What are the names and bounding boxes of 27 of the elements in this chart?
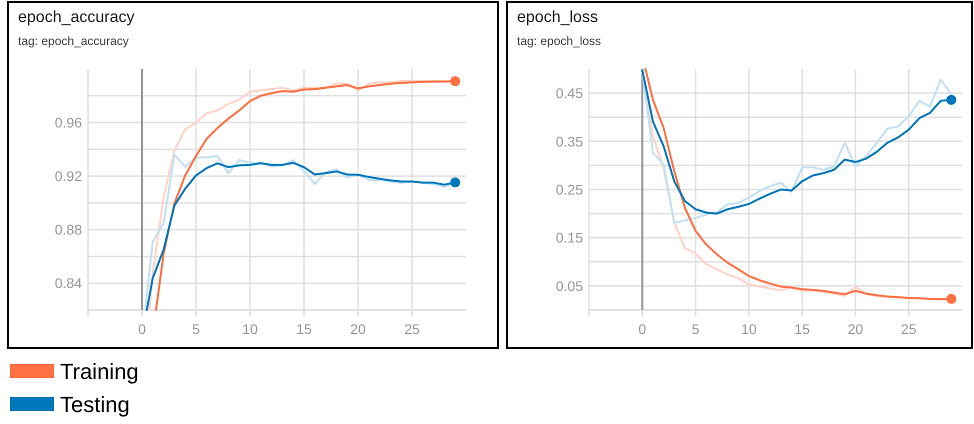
x-tick-label: 25 — [404, 321, 420, 337]
y-tick-label: 0.45 — [556, 85, 584, 102]
y-tick-label: 0.96 — [54, 114, 82, 131]
y-tick-label: 0.05 — [556, 278, 584, 294]
x-tick-label: 20 — [848, 321, 864, 337]
y-tick-label: 0.84 — [54, 275, 82, 292]
y-tick-label: 0.88 — [54, 222, 82, 238]
x-tick-label: 5 — [192, 321, 200, 337]
x-tick-label: 5 — [692, 321, 700, 337]
y-tick-label: 0.15 — [556, 230, 584, 246]
x-tick-label: 10 — [741, 321, 757, 337]
x-tick-label: 10 — [242, 321, 258, 337]
x-tick-label: 20 — [350, 321, 366, 337]
chart-subtitle: tag: epoch_accuracy — [18, 34, 129, 48]
chart-title: epoch_loss — [517, 9, 598, 26]
y-tick-label: 0.25 — [556, 182, 584, 198]
x-tick-label: 15 — [296, 321, 312, 337]
x-tick-label: 25 — [900, 321, 917, 337]
x-tick-label: 0 — [138, 321, 146, 337]
chart-subtitle: tag: epoch_loss — [517, 34, 602, 48]
legend-label: Training — [60, 359, 139, 384]
y-tick-label: 0.92 — [54, 168, 82, 184]
chart-title: epoch_accuracy — [18, 9, 135, 26]
x-tick-label: 0 — [638, 321, 646, 337]
legend-label: Testing — [60, 392, 130, 417]
x-tick-label: 15 — [794, 321, 810, 337]
y-tick-label: 0.35 — [556, 133, 584, 150]
